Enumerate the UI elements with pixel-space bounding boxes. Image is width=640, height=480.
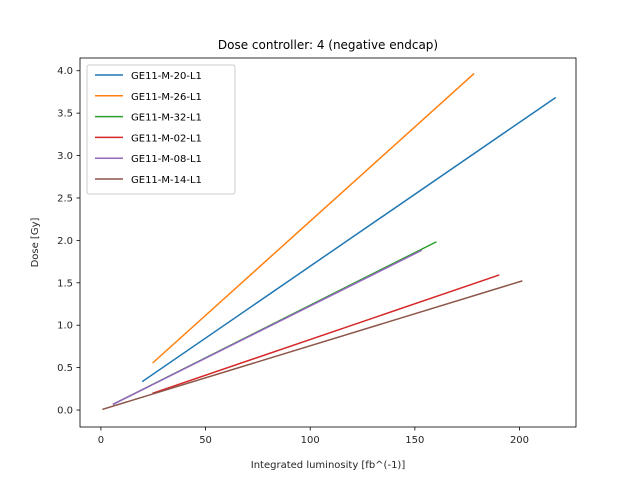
x-tick-label: 100 — [301, 435, 320, 446]
y-tick-label: 1.5 — [57, 278, 73, 289]
y-tick-label: 4.0 — [57, 66, 73, 77]
x-tick-label: 50 — [199, 435, 212, 446]
y-tick-label: 3.5 — [57, 109, 73, 120]
y-axis-ticks: 0.0 0.5 1.0 1.5 2.0 2.5 3.0 3.5 4.0 — [57, 66, 80, 417]
series-line-ge11-m-26-l1 — [152, 73, 475, 364]
series-line-ge11-m-20-l1 — [141, 96, 557, 383]
x-tick-label: 150 — [405, 435, 424, 446]
legend-label: GE11-M-20-L1 — [131, 71, 202, 82]
chart-title: Dose controller: 4 (negative endcap) — [218, 38, 438, 52]
plot-area — [79, 57, 577, 428]
x-axis-label: Integrated luminosity [fb^(-1)] — [251, 460, 406, 471]
series-line-ge11-m-08-l1 — [112, 249, 423, 406]
axes-frame — [79, 57, 577, 428]
legend-box — [86, 64, 236, 195]
x-tick-label: 0 — [98, 435, 104, 446]
legend-label: GE11-M-32-L1 — [131, 113, 202, 124]
y-tick-label: 3.0 — [57, 151, 73, 162]
series-lines — [102, 73, 557, 411]
y-tick-label: 1.0 — [57, 321, 73, 332]
series-line-ge11-m-14-l1 — [102, 280, 523, 411]
legend-label: GE11-M-14-L1 — [131, 175, 202, 186]
x-tick-label: 200 — [510, 435, 529, 446]
x-axis-ticks: 0 50 100 150 200 — [98, 427, 529, 446]
legend-label: GE11-M-08-L1 — [131, 154, 202, 165]
y-axis-label: Dose [Gy] — [30, 217, 41, 267]
legend-label: GE11-M-02-L1 — [131, 133, 202, 144]
y-tick-label: 2.5 — [57, 193, 73, 204]
series-line-ge11-m-02-l1 — [152, 274, 500, 395]
y-tick-label: 2.0 — [57, 236, 73, 247]
y-tick-label: 0.5 — [57, 363, 73, 374]
legend-label: GE11-M-26-L1 — [131, 92, 202, 103]
y-tick-label: 0.0 — [57, 406, 73, 417]
legend: GE11-M-20-L1 GE11-M-26-L1 GE11-M-32-L1 GE11… — [86, 64, 236, 195]
